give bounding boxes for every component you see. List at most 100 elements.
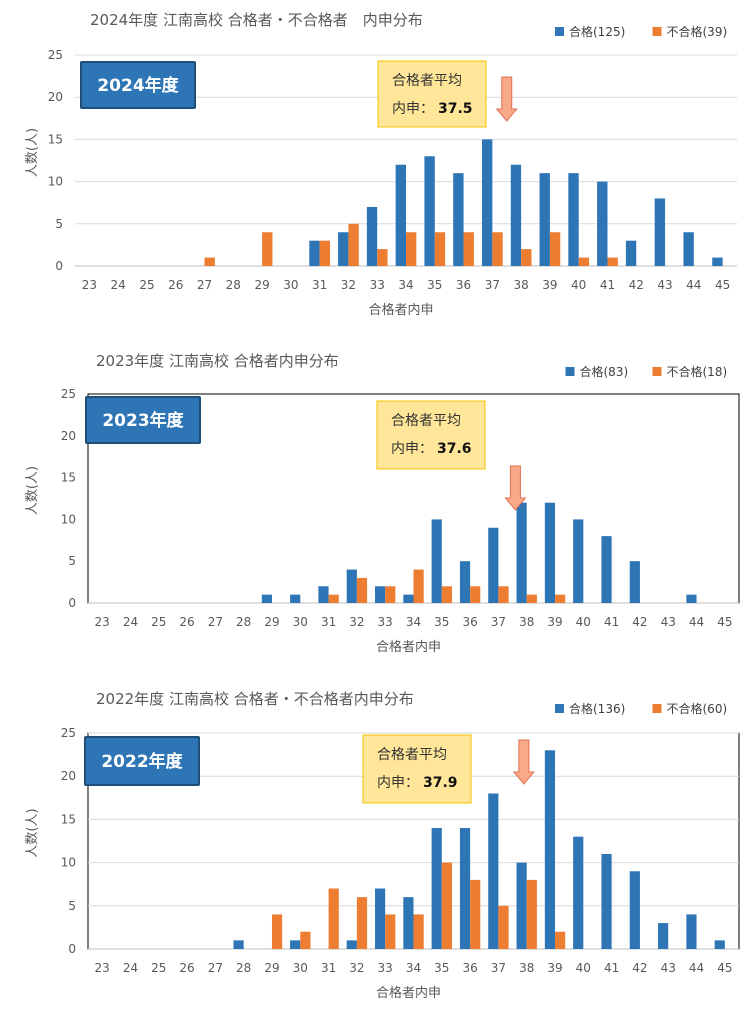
x-tick-label: 33 xyxy=(378,961,393,975)
pass-bar xyxy=(346,569,357,603)
legend-label-pass: 合格(125) xyxy=(569,24,625,39)
x-tick-label: 44 xyxy=(689,615,704,629)
pass-bar xyxy=(712,257,723,266)
x-tick-label: 31 xyxy=(321,615,336,629)
pass-bar xyxy=(658,923,669,949)
average-note-label: 合格者平均 xyxy=(377,747,447,763)
fail-bar xyxy=(356,897,368,949)
x-tick-label: 23 xyxy=(95,615,110,629)
year-badge xyxy=(86,738,198,784)
pass-bar xyxy=(453,173,464,266)
x-tick-label: 34 xyxy=(406,615,421,629)
y-axis-title: 人数(人) xyxy=(25,466,40,515)
pass-bar xyxy=(431,519,442,603)
average-note-prefix: 内申： xyxy=(377,775,419,791)
y-tick-label: 20 xyxy=(48,90,63,104)
x-tick-label: 42 xyxy=(629,278,644,292)
x-tick-label: 27 xyxy=(208,615,223,629)
x-tick-label: 41 xyxy=(600,278,615,292)
year-badge-label: 2022年度 xyxy=(101,751,183,772)
x-tick-label: 32 xyxy=(349,615,364,629)
x-tick-label: 30 xyxy=(283,278,298,292)
chart-2: 0 5 10 15 20 25 23 24 25 26 27 28 29 30 31 32 33 34 35 36 37… xyxy=(25,352,740,655)
x-tick-label: 45 xyxy=(717,615,732,629)
fail-bar xyxy=(498,905,509,949)
x-tick-label: 34 xyxy=(398,278,413,292)
x-tick-label: 35 xyxy=(434,961,449,975)
fail-bar xyxy=(328,594,339,603)
y-tick-label: 5 xyxy=(68,899,76,913)
y-tick-label: 20 xyxy=(61,769,76,783)
x-axis-title: 合格者内申 xyxy=(376,639,441,655)
y-tick-label: 25 xyxy=(61,726,76,740)
x-tick-label: 45 xyxy=(715,278,730,292)
fail-bar xyxy=(413,914,424,949)
x-tick-label: 34 xyxy=(406,961,421,975)
x-tick-label: 29 xyxy=(264,961,279,975)
x-tick-label: 35 xyxy=(427,278,442,292)
pass-bar xyxy=(516,502,527,603)
x-tick-label: 35 xyxy=(434,615,449,629)
x-tick-label: 40 xyxy=(576,615,591,629)
y-tick-label: 15 xyxy=(48,132,63,146)
x-tick-label: 38 xyxy=(519,961,534,975)
y-tick-label: 10 xyxy=(48,175,63,189)
chart-title: 2022年度 江南高校 合格者・不合格者内申分布 xyxy=(96,690,414,708)
pass-bar xyxy=(424,156,435,266)
legend-swatch-fail xyxy=(652,27,662,36)
y-tick-label: 20 xyxy=(61,429,76,443)
pass-bar xyxy=(625,240,637,266)
average-note xyxy=(376,400,486,470)
x-tick-label: 41 xyxy=(604,615,619,629)
x-tick-label: 36 xyxy=(462,615,477,629)
fail-bar xyxy=(319,240,331,266)
x-tick-label: 26 xyxy=(179,615,194,629)
pass-bar xyxy=(544,502,556,603)
chart-3: 0 5 10 15 20 25 23 24 25 26 27 28 29 30 31 32 33 34 35 36 37… xyxy=(25,690,740,1001)
fail-bar xyxy=(555,594,566,603)
average-note-prefix: 内申： xyxy=(392,101,434,117)
legend-swatch-pass xyxy=(555,27,564,36)
x-tick-label: 24 xyxy=(123,615,138,629)
year-badge xyxy=(82,63,194,107)
x-tick-label: 23 xyxy=(95,961,110,975)
y-tick-label: 5 xyxy=(68,554,76,568)
y-axis-title: 人数(人) xyxy=(25,808,40,857)
x-tick-label: 39 xyxy=(547,615,562,629)
fail-bar xyxy=(385,914,396,949)
pass-bar xyxy=(290,940,301,949)
fail-bar xyxy=(385,586,396,603)
legend-label-fail: 不合格(18) xyxy=(667,364,728,379)
pass-bar xyxy=(654,198,666,266)
chart-title: 2023年度 江南高校 合格者内申分布 xyxy=(96,352,339,370)
fail-bar xyxy=(578,257,590,266)
y-tick-label: 0 xyxy=(68,942,76,956)
x-tick-label: 30 xyxy=(293,961,308,975)
pass-bar xyxy=(346,940,357,949)
y-tick-label: 0 xyxy=(68,596,76,610)
x-tick-label: 44 xyxy=(686,278,701,292)
fail-bar xyxy=(521,249,532,266)
x-tick-label: 31 xyxy=(321,961,336,975)
fail-bar xyxy=(204,257,215,266)
pass-bar xyxy=(544,750,556,949)
fail-bar xyxy=(526,879,537,949)
pass-bar xyxy=(338,232,349,266)
x-tick-label: 28 xyxy=(236,615,251,629)
average-note-value: 37.9 xyxy=(423,775,458,791)
fail-bar xyxy=(470,586,481,603)
pass-bar xyxy=(488,793,499,949)
x-tick-label: 33 xyxy=(378,615,393,629)
average-note-prefix: 内申： xyxy=(391,441,433,457)
pass-bar xyxy=(366,206,378,266)
legend-label-pass: 合格(83) xyxy=(580,364,629,379)
x-tick-label: 26 xyxy=(168,278,183,292)
fail-bar xyxy=(498,586,509,603)
pass-bar xyxy=(403,594,414,603)
x-tick-label: 39 xyxy=(542,278,557,292)
x-tick-label: 25 xyxy=(139,278,154,292)
x-tick-label: 43 xyxy=(657,278,672,292)
x-tick-label: 38 xyxy=(513,278,528,292)
fail-bar xyxy=(434,232,446,266)
x-tick-label: 37 xyxy=(491,961,506,975)
